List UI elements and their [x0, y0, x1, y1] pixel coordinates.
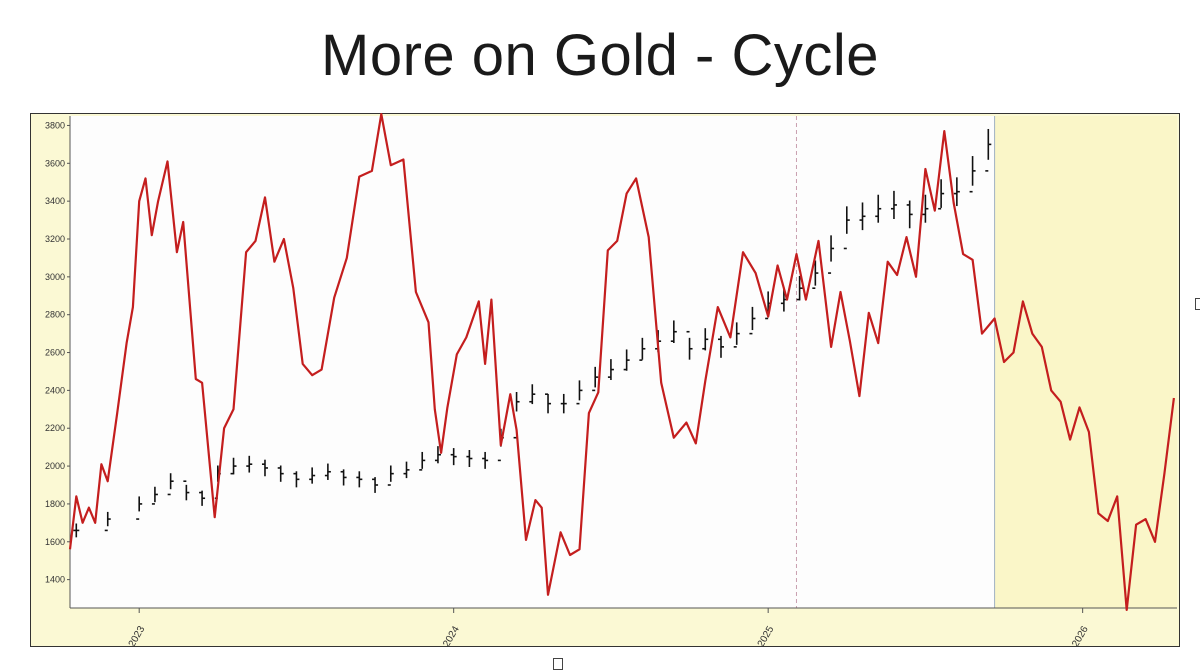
- y-tick-label: 3800: [45, 120, 65, 130]
- price-bar: [969, 156, 976, 193]
- price-bar: [607, 359, 614, 381]
- x-tick-label: 2024: [441, 624, 462, 647]
- price-bar: [277, 465, 284, 482]
- y-tick-label: 3400: [45, 196, 65, 206]
- price-bar: [450, 448, 457, 466]
- price-bar: [670, 320, 677, 344]
- plot-area: [70, 116, 995, 608]
- price-bar: [686, 330, 693, 360]
- price-bar: [812, 260, 819, 289]
- y-tick-label: 1400: [45, 575, 65, 585]
- price-bar: [733, 322, 740, 348]
- price-bar: [73, 523, 80, 538]
- price-bar: [890, 190, 897, 220]
- y-tick-label: 1600: [45, 537, 65, 547]
- x-tick-label: 2026: [1070, 624, 1091, 647]
- y-tick-label: 2000: [45, 461, 65, 471]
- price-bar: [938, 179, 945, 210]
- y-tick-label: 1800: [45, 499, 65, 509]
- price-bar: [875, 194, 882, 223]
- price-bar: [261, 459, 268, 477]
- price-bar: [513, 391, 520, 439]
- price-bar: [953, 177, 960, 207]
- y-tick-label: 2400: [45, 385, 65, 395]
- price-bar: [230, 457, 237, 475]
- price-bar: [340, 469, 347, 486]
- price-bar: [828, 235, 835, 274]
- price-bar: [985, 128, 992, 172]
- resize-handle-bottom[interactable]: [553, 658, 563, 670]
- y-tick-label: 3200: [45, 234, 65, 244]
- price-bar: [466, 450, 473, 468]
- price-bar: [592, 366, 599, 392]
- price-bar: [419, 451, 426, 471]
- price-bar: [136, 496, 143, 520]
- y-tick-label: 3000: [45, 272, 65, 282]
- price-bar: [906, 200, 913, 229]
- price-bar: [702, 328, 709, 351]
- price-bar: [717, 335, 724, 358]
- resize-handle-right[interactable]: [1195, 298, 1200, 310]
- price-bar: [387, 465, 394, 486]
- x-tick-label: 2023: [127, 624, 148, 647]
- price-bar: [545, 393, 552, 414]
- gold-cycle-chart: 1400 1600 1800 2000 2200 2400 2600 2800 3000 3200…: [45, 113, 1177, 647]
- y-tick-label: 2200: [45, 423, 65, 433]
- price-bar: [167, 473, 174, 496]
- price-bar: [922, 194, 929, 223]
- x-tick-label: 2025: [756, 624, 777, 647]
- y-tick-label: 2600: [45, 348, 65, 358]
- price-bar: [403, 461, 410, 479]
- price-bar: [623, 349, 630, 371]
- price-bar: [843, 206, 850, 250]
- price-bar: [246, 455, 253, 473]
- price-bar: [434, 446, 441, 464]
- price-bar: [183, 480, 190, 501]
- price-bar: [576, 380, 583, 405]
- y-tick-label: 3600: [45, 158, 65, 168]
- price-bar: [796, 275, 803, 301]
- price-bar: [529, 384, 536, 405]
- price-bar: [293, 471, 300, 488]
- price-bar: [104, 511, 111, 532]
- price-bar: [859, 202, 866, 231]
- price-bar: [482, 451, 489, 469]
- projection-area: [994, 116, 1177, 608]
- price-bar: [324, 463, 331, 480]
- price-bar: [372, 477, 379, 493]
- price-bar: [639, 337, 646, 361]
- price-bar: [309, 467, 316, 484]
- price-bar: [356, 471, 363, 488]
- slide-title: More on Gold - Cycle: [321, 23, 879, 88]
- price-bar: [199, 490, 206, 506]
- price-bar: [560, 393, 567, 414]
- y-tick-label: 2800: [45, 310, 65, 320]
- price-bar: [749, 306, 756, 335]
- cycle-line: [68, 113, 1175, 611]
- price-bar: [151, 486, 158, 505]
